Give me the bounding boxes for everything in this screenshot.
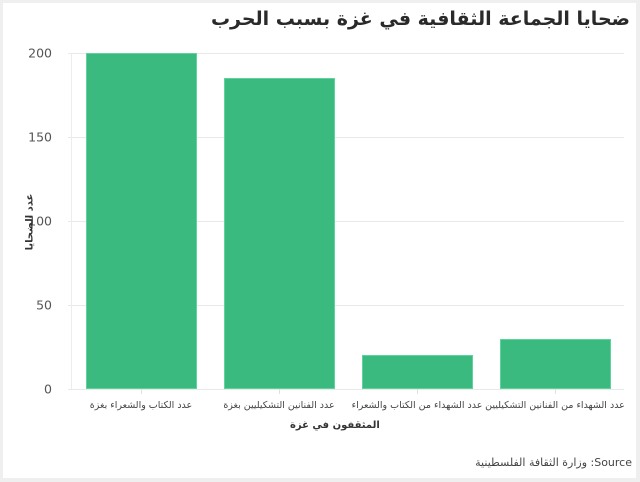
- x-tick-mark: [279, 389, 280, 394]
- y-tick-label: 200: [28, 45, 52, 61]
- gridline: [68, 389, 624, 390]
- source-note: وزارة الثقافة الفلسطينية :Source: [475, 456, 632, 469]
- x-tick-label: عدد الكتاب والشعراء بغزة: [89, 400, 193, 411]
- y-tick-label: 0: [44, 381, 52, 397]
- x-tick-label: عدد الشهداء من الكتاب والشعراء: [351, 400, 483, 411]
- gridline: [68, 221, 624, 222]
- y-axis-title: عدد الضحايا: [24, 193, 36, 251]
- bar[interactable]: [361, 355, 473, 389]
- x-tick-label: عدد الفنانين التشكيليين بغزة: [223, 400, 335, 411]
- chart-title: ضحايا الجماعة الثقافية في غزة بسبب الحرب: [210, 8, 630, 30]
- bar[interactable]: [223, 78, 335, 389]
- y-axis-line: [71, 53, 72, 389]
- y-tick-label: 100: [28, 213, 52, 229]
- gridline: [68, 53, 624, 54]
- bar[interactable]: [499, 338, 611, 389]
- x-tick-label: عدد الشهداء من الفنانين التشكيليين: [485, 400, 625, 411]
- gridline: [68, 137, 624, 138]
- bar[interactable]: [85, 53, 197, 389]
- x-tick-mark: [141, 389, 142, 394]
- y-tick-label: 50: [36, 297, 52, 313]
- gridline: [68, 305, 624, 306]
- x-tick-mark: [555, 389, 556, 394]
- x-axis-title: المثقفون في غزة: [290, 420, 380, 431]
- plot-area: 0 50 100 150 200 عدد الكتاب والشعراء بغزة عدد …: [28, 46, 625, 412]
- y-tick-label: 150: [28, 129, 52, 145]
- x-tick-mark: [417, 389, 418, 394]
